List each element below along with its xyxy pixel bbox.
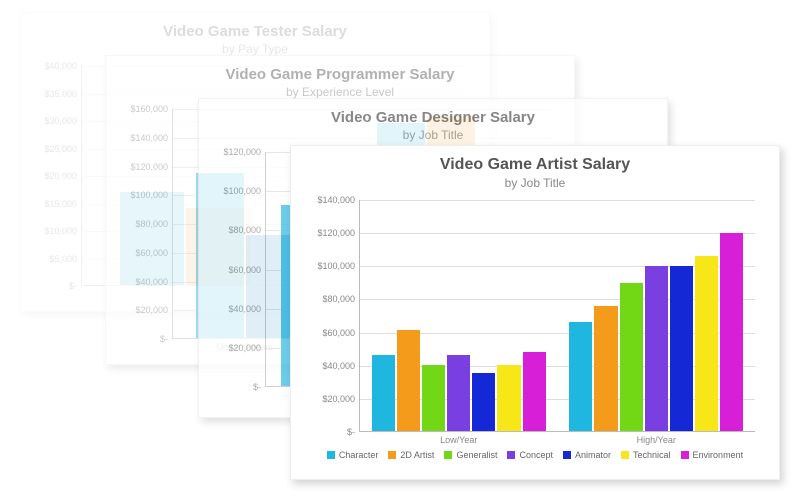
legend-swatch — [507, 451, 515, 459]
bar — [569, 322, 592, 431]
legend-item: Character — [327, 450, 379, 460]
chart-subtitle: by Job Title — [305, 176, 765, 190]
legend-swatch — [327, 451, 335, 459]
y-axis-label: $40,000 — [322, 361, 359, 371]
y-axis-label: $160,000 — [130, 104, 172, 114]
legend-label: Animator — [575, 450, 611, 460]
bar — [422, 365, 445, 431]
y-axis-label: $80,000 — [322, 294, 359, 304]
y-axis-label: $100,000 — [317, 261, 359, 271]
y-axis-label: $100,000 — [223, 186, 265, 196]
y-axis-label: $140,000 — [130, 133, 172, 143]
bar — [397, 330, 420, 431]
y-axis-label: $20,000 — [135, 305, 172, 315]
bar — [594, 306, 617, 431]
y-axis-label: $- — [69, 281, 81, 291]
legend-swatch — [563, 451, 571, 459]
y-axis-label: $120,000 — [130, 162, 172, 172]
x-axis-label: High/Year — [637, 435, 676, 445]
legend: Character 2D Artist Generalist Concept Anima… — [305, 450, 765, 460]
legend-item: Generalist — [444, 450, 497, 460]
y-axis-label: $- — [160, 334, 172, 344]
bar — [670, 266, 693, 431]
y-axis-label: $30,000 — [44, 116, 81, 126]
legend-label: Technical — [633, 450, 671, 460]
legend-label: Environment — [693, 450, 744, 460]
y-axis-label: $15,000 — [44, 199, 81, 209]
bar — [523, 352, 546, 431]
y-axis-label: $25,000 — [44, 144, 81, 154]
bar — [620, 283, 643, 432]
chart-area: Low/YearHigh/Year$-$20,000$40,000$60,000… — [359, 200, 755, 432]
y-axis-label: $60,000 — [135, 248, 172, 258]
chart-subtitle: by Experience Level — [120, 85, 560, 99]
y-axis-label: $80,000 — [135, 219, 172, 229]
chart-subtitle: by Job Title — [213, 128, 653, 142]
legend-label: Generalist — [456, 450, 497, 460]
bar — [695, 256, 718, 431]
plot: Low/YearHigh/Year — [359, 200, 755, 432]
chart-title: Video Game Tester Salary — [35, 23, 475, 40]
y-axis-label: $20,000 — [322, 394, 359, 404]
chart-title: Video Game Designer Salary — [213, 109, 653, 126]
legend-swatch — [388, 451, 396, 459]
bar — [472, 373, 495, 431]
y-axis-label: $140,000 — [317, 195, 359, 205]
legend-label: 2D Artist — [400, 450, 434, 460]
y-axis-label: $10,000 — [44, 226, 81, 236]
legend-swatch — [444, 451, 452, 459]
y-axis-label: $20,000 — [228, 343, 265, 353]
legend-item: Environment — [681, 450, 744, 460]
y-axis-label: $80,000 — [228, 225, 265, 235]
y-axis-label: $60,000 — [322, 328, 359, 338]
legend-item: Technical — [621, 450, 671, 460]
legend-label: Concept — [519, 450, 553, 460]
y-axis-label: $120,000 — [317, 228, 359, 238]
y-axis-label: $40,000 — [228, 304, 265, 314]
legend-swatch — [681, 451, 689, 459]
bar-group — [569, 200, 743, 431]
legend-item: 2D Artist — [388, 450, 434, 460]
y-axis-label: $5,000 — [49, 254, 81, 264]
bar — [645, 266, 668, 431]
chart-title: Video Game Programmer Salary — [120, 66, 560, 83]
y-axis-label: $40,000 — [135, 277, 172, 287]
bar — [720, 233, 743, 431]
bar — [372, 355, 395, 431]
y-axis-label: $20,000 — [44, 171, 81, 181]
chart-card-artist: Video Game Artist Salary by Job Title Low/… — [290, 145, 780, 480]
y-axis-label: $100,000 — [130, 190, 172, 200]
bar — [447, 355, 470, 431]
bar-group — [372, 200, 546, 431]
y-axis-label: $35,000 — [44, 89, 81, 99]
y-axis-label: $40,000 — [44, 61, 81, 71]
y-axis-label: $- — [253, 382, 265, 392]
legend-item: Animator — [563, 450, 611, 460]
x-axis-label: Low/Year — [440, 435, 477, 445]
chart-subtitle: by Pay Type — [35, 42, 475, 56]
y-axis-label: $120,000 — [223, 147, 265, 157]
chart-title: Video Game Artist Salary — [305, 156, 765, 174]
legend-label: Character — [339, 450, 379, 460]
legend-swatch — [621, 451, 629, 459]
y-axis-label: $60,000 — [228, 265, 265, 275]
bar — [497, 365, 520, 431]
y-axis-label: $- — [347, 427, 359, 437]
legend-item: Concept — [507, 450, 553, 460]
